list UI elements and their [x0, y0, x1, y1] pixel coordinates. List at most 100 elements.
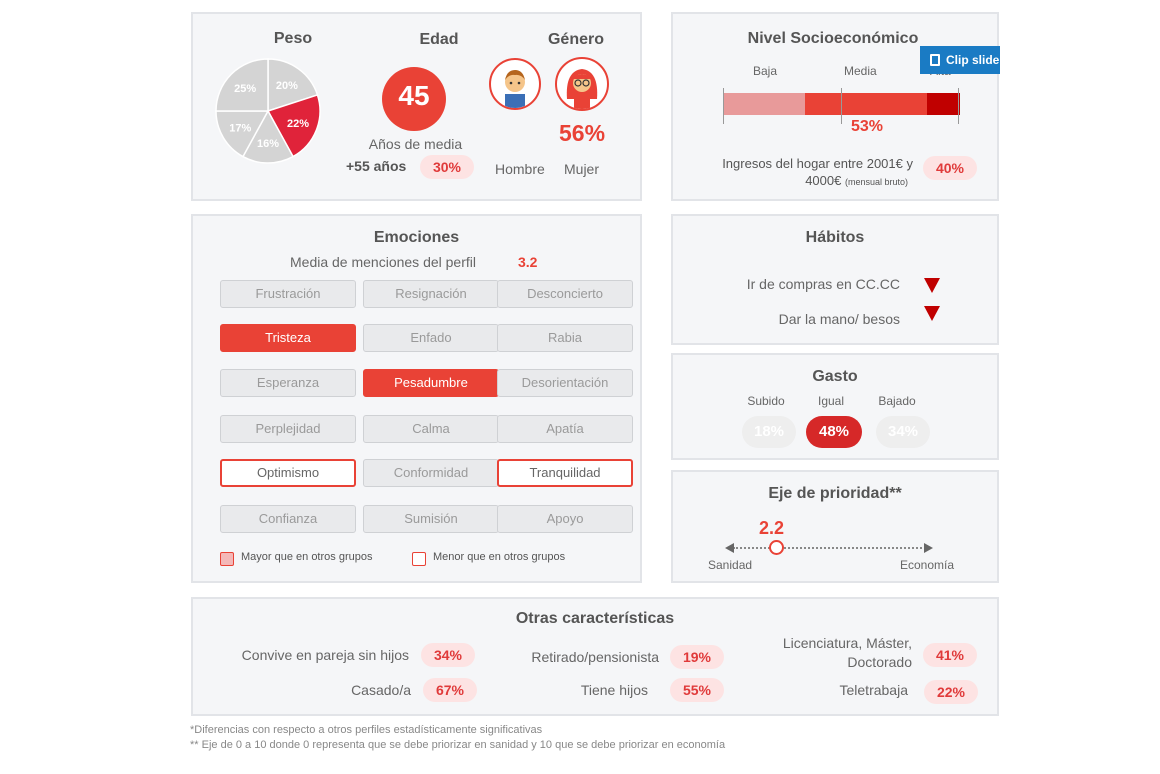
gasto-label-subido: Subido	[747, 394, 785, 408]
emotion-chip: Pesadumbre	[363, 369, 499, 397]
edad-older-label: +55 años	[346, 158, 407, 174]
pie-slice	[241, 109, 295, 164]
eje-right-label: Economía	[900, 558, 955, 572]
gasto-label-bajado: Bajado	[878, 394, 916, 408]
nivel-value: 53%	[851, 118, 884, 135]
otras-item-value: 34%	[421, 643, 475, 667]
emotion-chip: Apatía	[497, 415, 633, 443]
nivel-tick-right	[958, 88, 959, 124]
emotion-chip: Frustración	[220, 280, 356, 308]
nivel-income-value: 40%	[923, 156, 977, 180]
otras-item-value: 67%	[423, 678, 477, 702]
nivel-bar	[724, 93, 960, 115]
habitos-panel: Hábitos Ir de compras en CC.CC Dar la ma…	[671, 214, 999, 345]
nivel-tick-mid	[841, 88, 842, 124]
habitos-title: Hábitos	[805, 229, 865, 246]
otras-item-label: Tiene hijos	[580, 682, 648, 698]
genero-male-label: Hombre	[495, 161, 545, 177]
emociones-panel: Emociones Media de menciones del perfil …	[191, 214, 642, 583]
peso-title: Peso	[273, 30, 313, 47]
pie-slice	[266, 93, 321, 158]
demographics-panel: Peso 20% 22% 16% 17% 25% Edad 45 Años de med…	[191, 12, 642, 201]
habito-item-0: Ir de compras en CC.CC	[746, 276, 900, 292]
nivel-low-label: Baja	[753, 64, 778, 78]
nivel-income-note: (mensual bruto)	[844, 177, 908, 187]
legend-higher-swatch	[220, 552, 234, 566]
emotion-chip: Sumisión	[363, 505, 499, 533]
nivel-bar-low	[724, 93, 805, 115]
emotion-chip: Rabia	[497, 324, 633, 352]
eje-left-label: Sanidad	[708, 558, 753, 572]
eje-title: Eje de prioridad**	[768, 485, 902, 502]
emotion-chip: Tranquilidad	[497, 459, 633, 487]
otras-item-value: 41%	[923, 643, 977, 667]
eje-panel: Eje de prioridad** 2.2 Sanidad Economía	[671, 470, 999, 583]
nivel-panel: Nivel Socioeconómico Baja Media Alta 53%…	[671, 12, 999, 201]
emotion-chip: Enfado	[363, 324, 499, 352]
emotion-chip: Resignación	[363, 280, 499, 308]
emotion-chip: Desorientación	[497, 369, 633, 397]
legend-higher-label: Mayor que en otros grupos	[241, 551, 373, 563]
emotion-chip: Desconcierto	[497, 280, 633, 308]
gasto-value-bajado: 34%	[876, 416, 930, 448]
peso-pie-chart: 20% 22% 16% 17% 25%	[215, 58, 321, 164]
nivel-mid-label: Media	[844, 64, 877, 78]
emotion-chip: Apoyo	[497, 505, 633, 533]
down-triangle-icon	[924, 278, 940, 293]
nivel-tick-left	[723, 88, 724, 124]
otras-item-label-2: Doctorado	[847, 654, 912, 670]
pie-slice-label: 17%	[229, 122, 251, 134]
emotion-chip: Calma	[363, 415, 499, 443]
edad-caption: Años de media	[368, 136, 463, 152]
otras-item-value: 22%	[924, 680, 978, 704]
gasto-title: Gasto	[812, 368, 858, 385]
pie-slice-label: 22%	[287, 118, 309, 130]
edad-value: 45	[398, 80, 430, 111]
pie-slice	[215, 110, 270, 158]
legend-lower-label: Menor que en otros grupos	[433, 551, 566, 563]
emotion-chip: Confianza	[220, 505, 356, 533]
pie-slice	[215, 58, 269, 112]
footnote-2: ** Eje de 0 a 10 donde 0 representa que …	[190, 739, 726, 751]
edad-title: Edad	[419, 31, 459, 48]
otras-item-label: Casado/a	[351, 682, 411, 698]
male-avatar-icon	[489, 58, 541, 110]
gasto-panel: Gasto Subido Igual Bajado 18% 48% 34%	[671, 353, 999, 460]
arrow-left-icon	[725, 543, 734, 553]
emociones-mentions-value: 3.2	[518, 254, 538, 270]
otras-item-value: 55%	[670, 678, 724, 702]
nivel-bar-mid	[805, 93, 927, 115]
genero-female-value: 56%	[559, 120, 606, 146]
clip-slide-label: Clip slide	[946, 53, 1000, 67]
otras-item-value: 19%	[670, 645, 724, 669]
footnote-1: *Diferencias con respecto a otros perfil…	[190, 724, 543, 736]
emociones-title: Emociones	[373, 229, 460, 246]
emotion-chip: Conformidad	[363, 459, 499, 487]
nivel-income-amount: 4000€	[805, 173, 842, 188]
emotion-chip: Perplejidad	[220, 415, 356, 443]
gasto-value-igual: 48%	[806, 416, 862, 448]
nivel-bar-high	[927, 93, 960, 115]
pie-slice-label: 20%	[276, 80, 298, 92]
otras-item-label: Teletrabaja	[839, 682, 909, 698]
otras-title: Otras características	[515, 610, 675, 627]
habito-item-1: Dar la mano/ besos	[778, 311, 900, 327]
emotion-chip: Tristeza	[220, 324, 356, 352]
gasto-label-igual: Igual	[817, 394, 845, 408]
pie-slice-label: 16%	[257, 138, 279, 150]
edad-older-value: 30%	[420, 155, 474, 179]
otras-panel: Otras características Convive en pareja …	[191, 597, 999, 716]
emociones-mentions-label: Media de menciones del perfil	[290, 254, 476, 270]
legend-lower-swatch	[412, 552, 426, 566]
otras-item-label: Licenciatura, Máster,	[782, 635, 912, 651]
arrow-right-icon	[924, 543, 933, 553]
otras-item-label: Retirado/pensionista	[531, 649, 659, 665]
genero-female-label: Mujer	[564, 161, 600, 177]
pie-slice-label: 25%	[234, 83, 256, 95]
emotion-chip: Optimismo	[220, 459, 356, 487]
edad-circle	[382, 67, 446, 131]
otras-item-label: Convive en pareja sin hijos	[241, 647, 409, 663]
eje-marker	[769, 540, 785, 555]
pie-slice	[267, 58, 319, 113]
clip-slide-button[interactable]: Clip slide	[920, 46, 1000, 74]
